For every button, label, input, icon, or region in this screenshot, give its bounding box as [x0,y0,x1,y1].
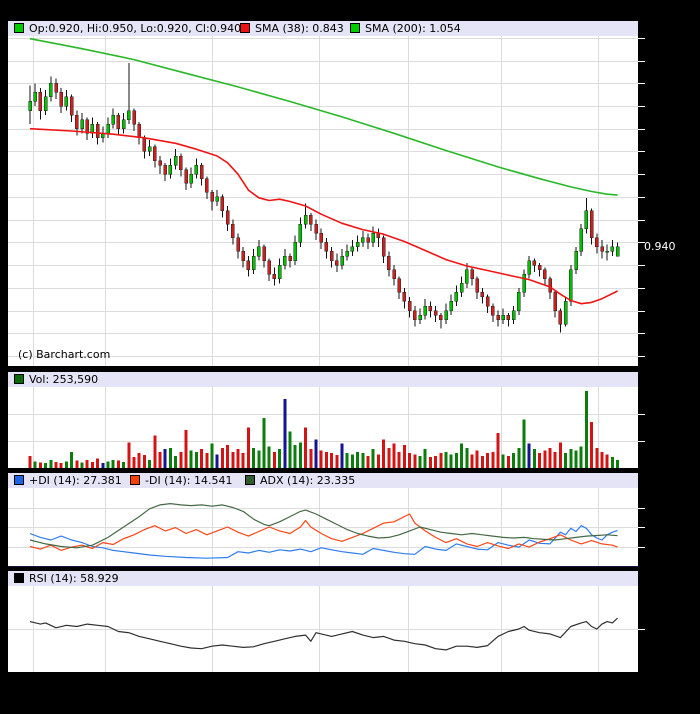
plus-di-label: +DI (14): 27.381 [29,474,122,487]
legend-item-sma38: SMA (38): 0.843 [240,22,344,35]
legend-item-ohlc: Op:0.920, Hi:0.950, Lo:0.920, Cl:0.940 [14,22,241,35]
minus-di-label: -DI (14): 14.541 [145,474,233,487]
legend-dmi: +DI (14): 27.381 -DI (14): 14.541 ADX (1… [8,473,638,488]
legend-rsi: RSI (14): 58.929 [8,571,638,586]
rsi-line-chart [8,586,638,672]
adx-label: ADX (14): 23.335 [260,474,356,487]
price-axis-tick [638,129,645,130]
price-axis-tick [638,220,645,221]
price-axis-tick [638,547,645,548]
ohlc-label: Op:0.920, Hi:0.950, Lo:0.920, Cl:0.940 [29,22,242,35]
volume-bar-chart [8,387,638,470]
price-axis-tick [638,356,645,357]
sma38-swatch-icon [240,23,250,33]
price-axis-tick [638,106,645,107]
ohlc-swatch-icon [14,23,24,33]
price-axis-tick [638,527,645,528]
legend-item-plus-di: +DI (14): 27.381 [14,474,122,487]
price-axis-tick [638,242,645,243]
price-axis-tick [638,333,645,334]
price-candlestick-chart [8,36,638,366]
legend-volume: Vol: 253,590 [8,372,638,387]
price-axis-tick [638,414,645,415]
rsi-swatch-icon [14,573,24,583]
sma200-swatch-icon [350,23,360,33]
plus-di-swatch-icon [14,475,24,485]
dmi-line-chart [8,488,638,567]
legend-item-rsi: RSI (14): 58.929 [14,572,119,585]
price-axis-tick [638,265,645,266]
price-axis-tick [638,38,645,39]
volume-label: Vol: 253,590 [29,373,99,386]
rsi-label: RSI (14): 58.929 [29,572,119,585]
price-axis-tick [638,288,645,289]
watermark: (c) Barchart.com [18,348,111,361]
price-axis-tick [638,151,645,152]
sma200-label: SMA (200): 1.054 [365,22,461,35]
price-axis-tick [638,629,645,630]
last-price-label: 0.940 [644,239,676,253]
price-axis-tick [638,508,645,509]
price-axis-tick [638,174,645,175]
legend-item-volume: Vol: 253,590 [14,373,98,386]
price-axis-tick [638,311,645,312]
sma38-label: SMA (38): 0.843 [255,22,344,35]
price-axis-tick [638,441,645,442]
legend-price: Op:0.920, Hi:0.950, Lo:0.920, Cl:0.940 S… [8,21,638,36]
price-axis-tick [638,197,645,198]
price-axis-tick [638,61,645,62]
volume-swatch-icon [14,374,24,384]
legend-item-minus-di: -DI (14): 14.541 [130,474,232,487]
legend-item-adx: ADX (14): 23.335 [245,474,355,487]
legend-item-sma200: SMA (200): 1.054 [350,22,461,35]
minus-di-swatch-icon [130,475,140,485]
price-axis-tick [638,83,645,84]
adx-swatch-icon [245,475,255,485]
